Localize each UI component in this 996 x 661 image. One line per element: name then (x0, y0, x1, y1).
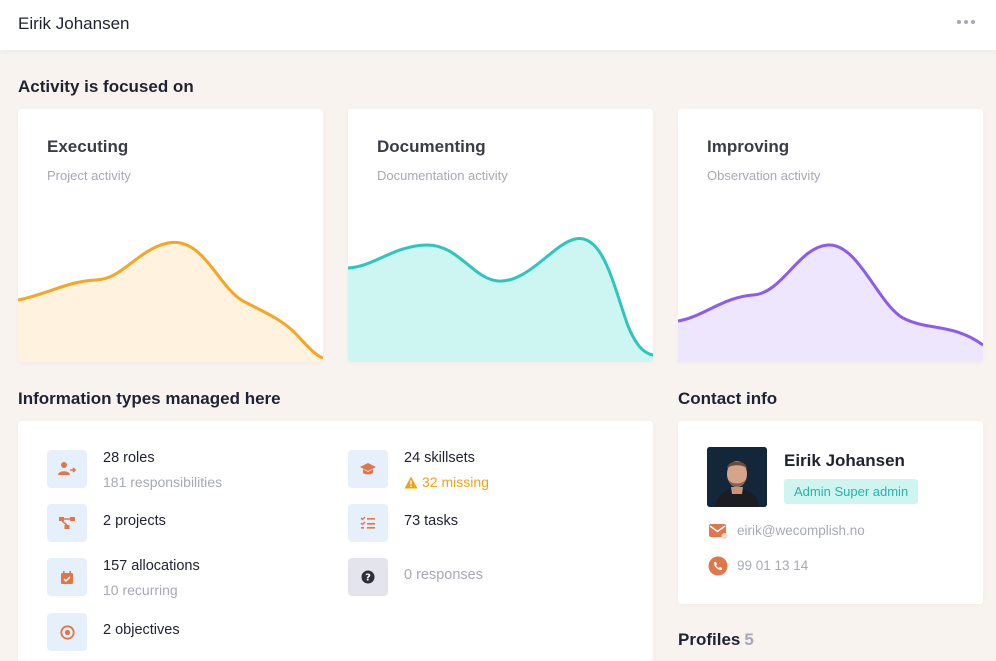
activity-card-title: Documenting (377, 137, 486, 156)
info-item-responses[interactable]: ? 0 responses (348, 558, 608, 600)
warning-icon (404, 476, 418, 488)
info-item-sub: 10 recurring (103, 582, 178, 598)
info-item-main: 2 projects (103, 513, 166, 529)
activity-card-subtitle: Project activity (47, 168, 131, 183)
graduation-cap-icon (348, 450, 388, 488)
task-list-icon (348, 504, 388, 542)
info-item-main: 157 allocations (103, 558, 200, 574)
activity-curve-documenting (348, 237, 653, 362)
info-item-main: 24 skillsets (404, 450, 475, 466)
phone-icon (708, 556, 728, 576)
activity-card-improving[interactable]: Improving Observation activity (678, 109, 983, 362)
profiles-label: Profiles (678, 630, 741, 649)
activity-card-title: Executing (47, 137, 129, 156)
page-title: Eirik Johansen (18, 14, 130, 33)
info-item-main: 2 objectives (103, 622, 180, 638)
question-icon: ? (348, 558, 388, 596)
info-item-main: 28 roles (103, 450, 155, 466)
contact-email: eirik@wecomplish.no (737, 523, 865, 538)
mail-icon (709, 524, 728, 539)
missing-count: 32 missing (422, 474, 489, 490)
project-flow-icon (47, 504, 87, 542)
info-item-sub: 181 responsibilities (103, 474, 223, 490)
info-item-projects[interactable]: 2 projects (47, 504, 307, 546)
info-item-roles[interactable]: 28 roles 181 responsibilities (47, 450, 307, 492)
info-item-skillsets[interactable]: 24 skillsets 32 missing (348, 450, 608, 492)
contact-phone: 99 01 13 14 (737, 558, 809, 573)
role-badge: Admin Super admin (784, 479, 919, 504)
info-item-allocations[interactable]: 157 allocations 10 recurring (47, 558, 307, 600)
info-item-main: 73 tasks (404, 513, 458, 529)
svg-text:?: ? (365, 573, 371, 584)
info-types-card: 28 roles 181 responsibilities 24 skillse… (18, 421, 653, 661)
activity-card-subtitle: Observation activity (707, 168, 821, 183)
profiles-section-title[interactable]: Profiles 5 (678, 630, 754, 650)
contact-card: Eirik Johansen Admin Super admin eirik@w… (678, 421, 983, 604)
user-roles-icon (47, 450, 87, 488)
activity-section-title: Activity is focused on (18, 77, 194, 96)
info-section-title: Information types managed here (18, 389, 281, 408)
activity-curve-executing (18, 240, 323, 362)
activity-card-executing[interactable]: Executing Project activity (18, 109, 323, 362)
more-horizontal-icon[interactable] (956, 12, 976, 32)
info-item-objectives[interactable]: 2 objectives (47, 613, 307, 655)
activity-curve-improving (678, 243, 983, 362)
avatar (707, 447, 767, 507)
top-bar: Eirik Johansen (0, 0, 996, 50)
info-item-warning: 32 missing (404, 474, 489, 490)
calendar-check-icon (47, 558, 87, 596)
profiles-count: 5 (744, 630, 754, 649)
info-item-tasks[interactable]: 73 tasks (348, 504, 608, 546)
info-item-main: 0 responses (404, 567, 483, 583)
contact-name: Eirik Johansen (784, 451, 905, 470)
activity-card-subtitle: Documentation activity (377, 168, 508, 183)
activity-card-documenting[interactable]: Documenting Documentation activity (348, 109, 653, 362)
target-icon (47, 613, 87, 651)
activity-card-title: Improving (707, 137, 790, 156)
contact-section-title: Contact info (678, 389, 778, 408)
